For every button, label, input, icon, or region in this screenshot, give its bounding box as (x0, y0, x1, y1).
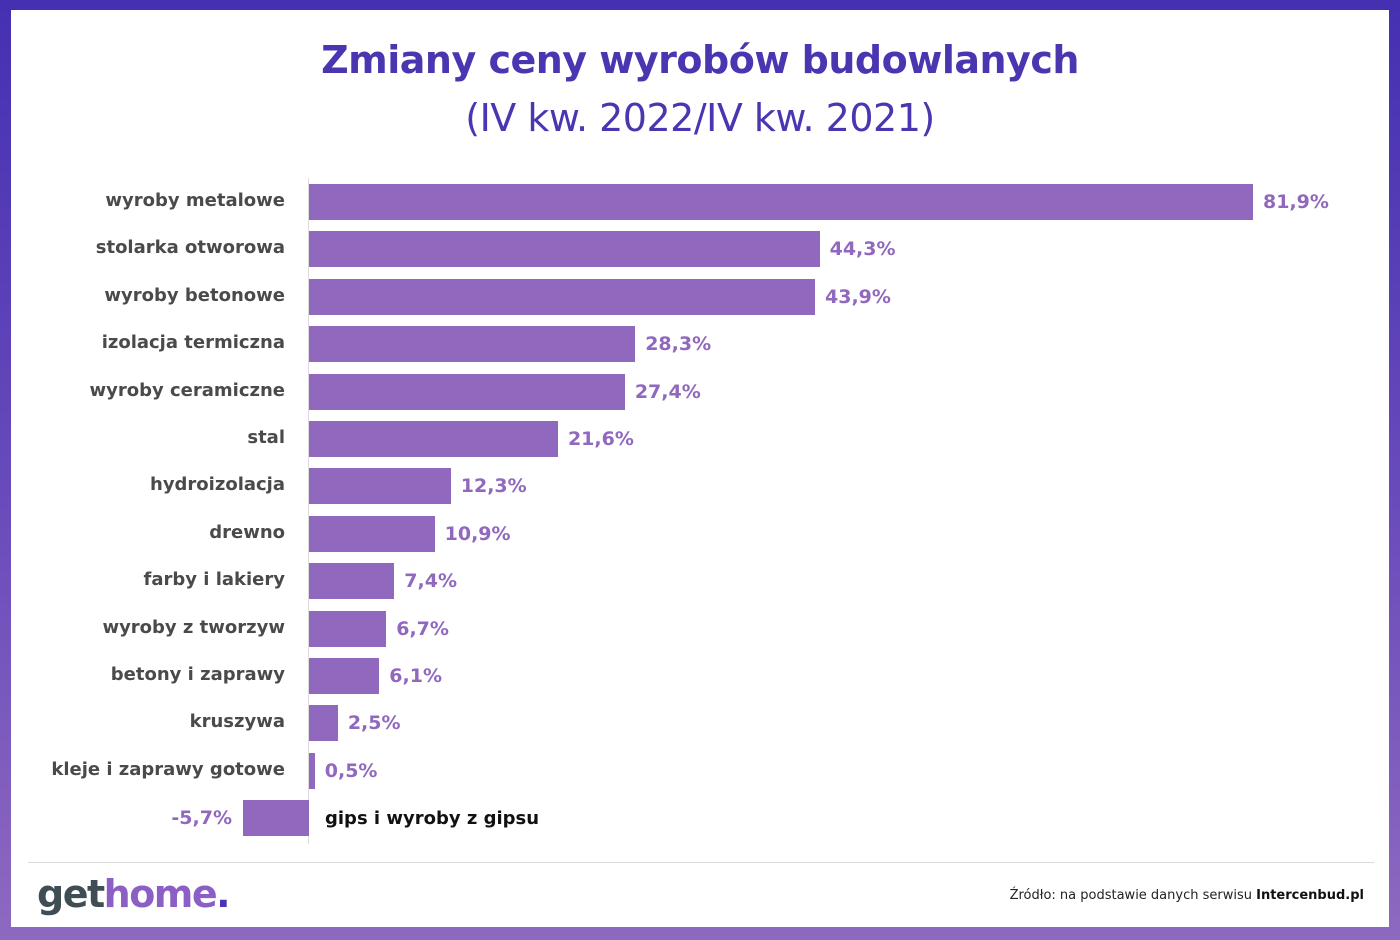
gethome-logo: gethome. (37, 872, 231, 916)
bar-row: farby i lakiery 7,4% (0, 563, 1400, 600)
bar (309, 231, 820, 268)
bar-value-label: 6,1% (389, 665, 442, 687)
bar (243, 800, 309, 837)
category-label: drewno (209, 521, 285, 543)
footer-divider (28, 862, 1374, 863)
category-label: kleje i zaprawy gotowe (51, 758, 285, 780)
bar (309, 705, 338, 742)
category-label: stal (247, 427, 285, 448)
category-label: izolacja termiczna (101, 332, 285, 354)
bar-value-label: -5,7% (171, 807, 232, 830)
chart-panel (11, 10, 1389, 927)
bar (309, 658, 380, 694)
category-label: wyroby z tworzyw (102, 616, 285, 638)
bar-row: wyroby ceramiczne 27,4% (0, 373, 1400, 410)
bar-value-label: 12,3% (460, 475, 527, 498)
bar-value-label: 0,5% (324, 759, 378, 782)
bar-row: wyroby metalowe 81,9% (0, 184, 1400, 220)
logo-part-home: home (103, 872, 218, 916)
source-name: Intercenbud.pl (1256, 888, 1364, 903)
bar (309, 563, 395, 600)
bar-row: stolarka otworowa 44,3% (0, 231, 1400, 268)
bar-row: betony i zaprawy 6,1% (0, 658, 1400, 694)
bar-row: kleje i zaprawy gotowe 0,5% (0, 752, 1400, 789)
category-label: stolarka otworowa (95, 237, 285, 259)
bar-row: hydroizolacja 12,3% (0, 468, 1400, 505)
category-label: kruszywa (189, 711, 285, 733)
bar-value-label: 43,9% (825, 285, 891, 308)
bar (309, 610, 387, 647)
bar-row: gips i wyroby z gipsu -5,7% (0, 800, 1400, 837)
category-label: betony i zaprawy (110, 664, 285, 685)
bar-value-label: 10,9% (444, 522, 511, 545)
bar (309, 326, 636, 363)
bar-value-label: 28,3% (645, 333, 712, 356)
category-label-negative: gips i wyroby z gipsu (325, 808, 540, 830)
bar-row: wyroby betonowe 43,9% (0, 278, 1400, 315)
bar-row: kruszywa 2,5% (0, 705, 1400, 742)
bar-row: stal 21,6% (0, 421, 1400, 457)
bar-row: drewno 10,9% (0, 515, 1400, 552)
bar (309, 184, 1253, 220)
chart-title: Zmiany ceny wyrobów budowlanych (321, 38, 1079, 82)
bar-value-label: 21,6% (567, 428, 634, 450)
bar (309, 468, 451, 505)
source-prefix: Źródło: na podstawie danych serwisu (1009, 888, 1257, 903)
bar-value-label: 6,7% (396, 617, 449, 640)
bar (309, 373, 625, 410)
source-note: Źródło: na podstawie danych serwisu Inte… (1010, 888, 1364, 903)
bar-value-label: 2,5% (347, 712, 401, 735)
bar-row: wyroby z tworzyw 6,7% (0, 610, 1400, 647)
bar-row: izolacja termiczna 28,3% (0, 326, 1400, 363)
bar-value-label: 81,9% (1263, 191, 1329, 213)
bar-value-label: 7,4% (404, 570, 457, 593)
bar-value-label: 27,4% (634, 380, 701, 403)
bar (309, 515, 435, 552)
zero-axis-line (308, 178, 309, 844)
chart-subtitle: (IV kw. 2022/IV kw. 2021) (465, 96, 935, 140)
category-label: wyroby metalowe (105, 190, 285, 211)
category-label: farby i lakiery (143, 569, 285, 591)
bar-value-label: 44,3% (829, 238, 896, 261)
bar (309, 752, 315, 789)
category-label: wyroby ceramiczne (89, 379, 286, 401)
logo-part-get: get (37, 872, 105, 916)
logo-dot: . (216, 872, 230, 916)
bar (309, 421, 558, 457)
bar (309, 278, 815, 315)
category-label: wyroby betonowe (104, 284, 285, 306)
category-label: hydroizolacja (150, 474, 285, 496)
